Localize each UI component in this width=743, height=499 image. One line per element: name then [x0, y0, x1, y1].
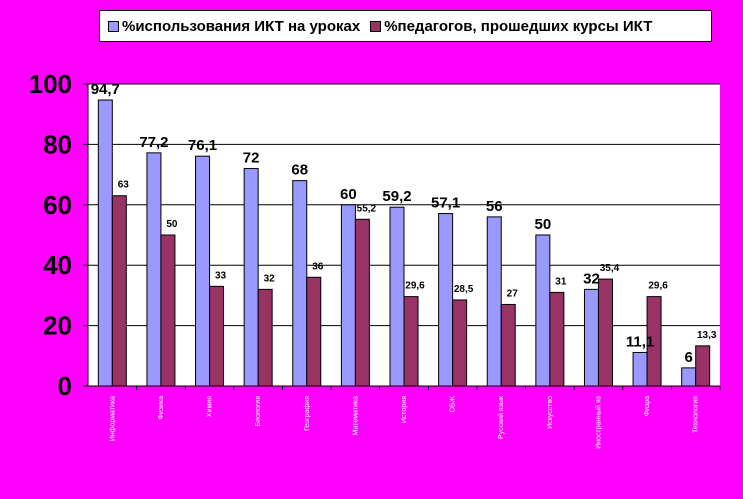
- bar-series1: [389, 206, 405, 387]
- legend-swatch-series1: [108, 20, 119, 32]
- data-label-series2: 36: [312, 261, 324, 272]
- data-label-series2: 50: [166, 219, 178, 230]
- bar-series2: [403, 296, 419, 387]
- x-tick-label: История: [401, 396, 408, 423]
- bars-group: [97, 99, 711, 387]
- bar-series2: [354, 218, 370, 387]
- bar-series2: [500, 303, 516, 387]
- y-tick-label: 80: [43, 129, 72, 159]
- bar-series2: [597, 278, 613, 387]
- x-tick-label: Искусство: [547, 396, 554, 429]
- data-label-series2: 13,3: [697, 330, 717, 341]
- bar-series1: [632, 351, 648, 387]
- bar-series2: [306, 276, 322, 387]
- data-label-series2: 32: [264, 273, 276, 284]
- bar-series2: [549, 291, 565, 387]
- data-label-series1: 6: [685, 349, 693, 366]
- data-label-series1: 59,2: [382, 188, 411, 205]
- bar-series1: [340, 204, 356, 387]
- data-label-series1: 94,7: [91, 81, 120, 98]
- data-label-series1: 72: [243, 150, 260, 167]
- x-tick-label: Химия: [207, 396, 214, 417]
- data-label-series1: 76,1: [188, 137, 217, 154]
- bar-series1: [243, 168, 259, 387]
- x-tick-label: Физика: [158, 396, 165, 420]
- data-label-series1: 68: [291, 162, 308, 179]
- bar-series1: [486, 216, 502, 387]
- x-axis: Информатика Физика Химия Биология География М…: [88, 385, 721, 449]
- bar-series1: [583, 288, 599, 387]
- y-tick-label: 60: [43, 190, 72, 220]
- bar-series2: [160, 234, 176, 387]
- y-tick-label: 100: [29, 69, 72, 99]
- data-label-series2: 31: [555, 276, 567, 287]
- legend-item-series1: %использования ИКТ на уроках: [108, 18, 360, 35]
- x-tick-label: ОБЖ: [450, 395, 457, 412]
- y-tick-label: 20: [43, 311, 72, 341]
- data-label-series1: 56: [486, 198, 503, 215]
- data-label-series2: 33: [215, 270, 227, 281]
- data-label-series1: 32: [583, 270, 600, 287]
- chart-legend: %использования ИКТ на уроках %педагогов,…: [99, 10, 712, 42]
- y-tick-label: 0: [58, 371, 72, 401]
- bar-series2: [209, 285, 225, 387]
- data-label-series1: 77,2: [139, 134, 168, 151]
- bar-series2: [257, 288, 273, 387]
- bar-series2: [695, 345, 711, 387]
- legend-label-series2: %педагогов, прошедших курсы ИКТ: [384, 17, 653, 35]
- x-tick-label: Технология: [693, 396, 700, 433]
- legend-swatch-series2: [370, 20, 382, 32]
- bar-series1: [292, 180, 308, 387]
- data-label-series1: 50: [535, 216, 552, 233]
- y-tick-label: 40: [43, 250, 72, 280]
- x-tick-label: Математика: [352, 396, 359, 436]
- bar-series2: [452, 299, 468, 387]
- data-label-series2: 27: [507, 288, 519, 299]
- bar-series1: [146, 152, 162, 387]
- x-tick-label: География: [304, 396, 311, 431]
- x-tick-label: Физра: [644, 396, 651, 416]
- legend-item-series2: %педагогов, прошедших курсы ИКТ: [370, 18, 652, 35]
- data-label-series1: 57,1: [431, 195, 460, 212]
- data-label-series1: 60: [340, 186, 357, 203]
- x-tick-label: Иностранный яз: [594, 396, 602, 449]
- data-label-series1: 11,1: [626, 333, 654, 350]
- bar-series1: [535, 234, 551, 387]
- x-tick-label: Информатика: [109, 396, 116, 441]
- y-axis: 0 20 40 60 80 100: [29, 69, 89, 401]
- data-label-series2: 55,2: [357, 203, 377, 214]
- x-tick-label: Русский язык: [497, 395, 505, 439]
- x-tick-label: Биология: [255, 396, 262, 427]
- legend-label-series1: %использования ИКТ на уроках: [122, 17, 361, 35]
- data-label-series2: 28,5: [454, 284, 474, 295]
- data-label-series2: 29,6: [405, 281, 425, 292]
- bar-series2: [111, 195, 127, 387]
- data-label-series2: 29,6: [648, 281, 668, 292]
- bar-series1: [97, 99, 113, 387]
- bar-series1: [438, 213, 454, 387]
- data-label-series2: 63: [118, 180, 130, 191]
- bar-series1: [681, 367, 697, 387]
- bar-series1: [195, 155, 211, 387]
- data-label-series2: 35,4: [600, 263, 620, 274]
